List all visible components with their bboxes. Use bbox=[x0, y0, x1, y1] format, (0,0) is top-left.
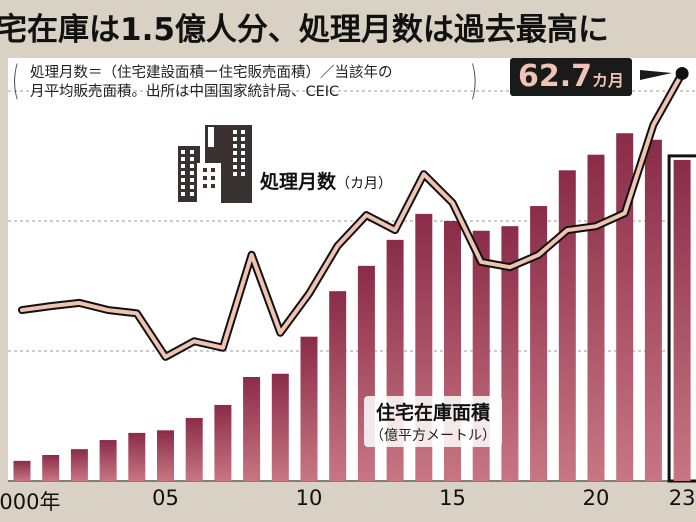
bar-2020 bbox=[587, 154, 605, 481]
x-tick-label: 15 bbox=[439, 486, 466, 510]
bar-series-unit: （億平方メートル） bbox=[370, 428, 496, 444]
bar-2018 bbox=[530, 206, 548, 482]
note-line-1: 処理月数＝（住宅建設面積ー住宅販売面積）／当該年の bbox=[30, 65, 393, 81]
bar-2009 bbox=[271, 373, 289, 481]
line-series-name: 処理月数 bbox=[260, 171, 337, 193]
x-tick-label: 23 bbox=[668, 486, 696, 510]
callout-value: 62.7 bbox=[518, 59, 593, 94]
bar-series-name: 住宅在庫面積 bbox=[375, 402, 490, 424]
bar-2002 bbox=[70, 449, 88, 481]
x-tick-label: 05 bbox=[152, 486, 179, 510]
bar-2021 bbox=[616, 133, 634, 481]
bar-2022 bbox=[644, 139, 662, 481]
note: 処理月数＝（住宅建設面積ー住宅販売面積）／当該年の 月平均販売面積。出所は中国国… bbox=[30, 64, 393, 102]
bar-2012 bbox=[357, 265, 375, 481]
bar-2006 bbox=[185, 417, 203, 481]
plot-area bbox=[8, 58, 696, 482]
bar-2004 bbox=[128, 432, 146, 481]
bar-2003 bbox=[99, 440, 117, 481]
note-open-paren: ( bbox=[11, 58, 20, 104]
line-outline bbox=[18, 69, 687, 361]
chart-title: 宅在庫は1.5億人分、処理月数は過去最高に bbox=[0, 12, 609, 48]
line-series bbox=[20, 71, 685, 359]
bar-2011 bbox=[329, 291, 347, 481]
bar-2008 bbox=[243, 377, 261, 481]
note-line-2: 月平均販売面積。出所は中国国家統計局、CEIC bbox=[30, 84, 340, 100]
bar-2000 bbox=[13, 460, 31, 481]
bar-series-label: 住宅在庫面積 （億平方メートル） bbox=[364, 396, 502, 447]
x-tick-label: 20 bbox=[582, 486, 610, 510]
bar-2001 bbox=[42, 455, 60, 481]
latest-value-callout: 62.7カ月 bbox=[510, 58, 633, 96]
callout-unit: カ月 bbox=[592, 71, 625, 90]
bar-2017 bbox=[501, 226, 519, 481]
bar-2010 bbox=[300, 336, 318, 481]
line-point-latest bbox=[675, 66, 689, 80]
note-close-paren: ) bbox=[469, 58, 478, 104]
x-tick-label: 2000年 bbox=[0, 490, 61, 514]
bar-2019 bbox=[558, 170, 576, 482]
bar-2005 bbox=[157, 430, 174, 481]
bar-2023 bbox=[673, 159, 691, 481]
bar-2007 bbox=[214, 404, 232, 481]
line-series-label: 処理月数（カ月） bbox=[260, 167, 392, 194]
line-series-unit: （カ月） bbox=[336, 176, 393, 192]
x-tick-label: 10 bbox=[295, 486, 323, 510]
